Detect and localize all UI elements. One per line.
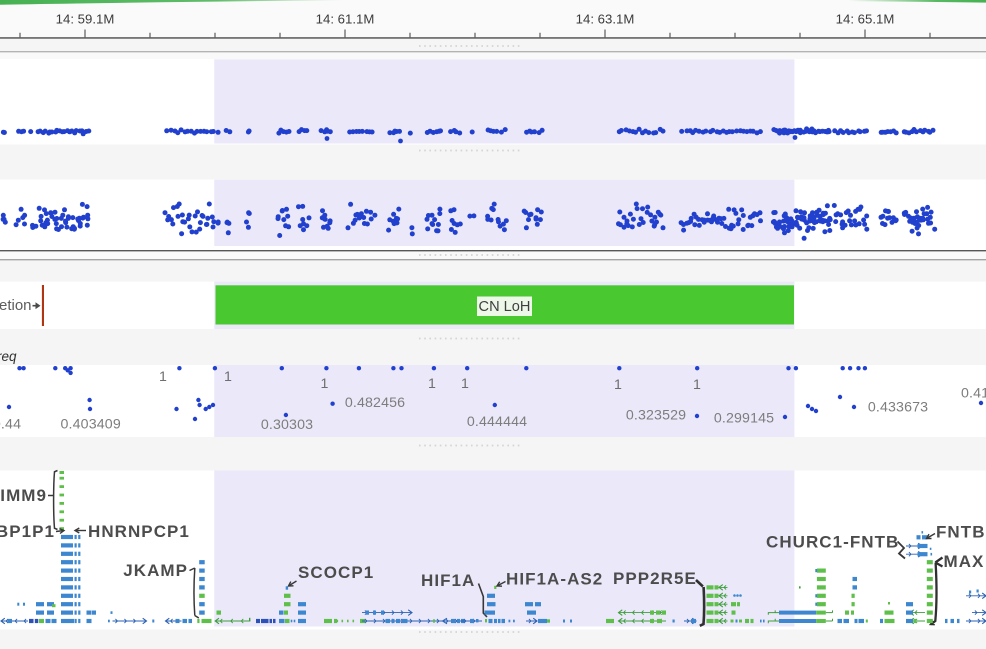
svg-text:HIF1A: HIF1A [421, 571, 475, 590]
svg-text:1: 1 [461, 376, 469, 392]
svg-text:14: 63.1M: 14: 63.1M [576, 12, 635, 27]
svg-text:HIF1A-AS2: HIF1A-AS2 [506, 570, 603, 589]
svg-text:BP1P1: BP1P1 [0, 522, 55, 541]
svg-text:0.482456: 0.482456 [345, 395, 405, 411]
svg-text:etion: etion [0, 297, 32, 314]
svg-text:0.403409: 0.403409 [61, 417, 121, 433]
svg-text:14: 65.1M: 14: 65.1M [836, 12, 895, 27]
svg-text:HNRNPCP1: HNRNPCP1 [88, 522, 190, 541]
svg-text:1: 1 [321, 376, 329, 392]
svg-text:0.44: 0.44 [0, 417, 21, 433]
svg-text:1: 1 [159, 369, 167, 385]
svg-text:req: req [0, 349, 17, 364]
svg-text:CHURC1-FNTB: CHURC1-FNTB [766, 533, 899, 552]
svg-text:SCOCP1: SCOCP1 [298, 563, 374, 582]
svg-text:1: 1 [428, 376, 436, 392]
svg-text:CN LoH: CN LoH [479, 299, 531, 315]
svg-text:PPP2R5E: PPP2R5E [613, 569, 697, 588]
svg-text:1: 1 [693, 377, 701, 393]
svg-text:0.30303: 0.30303 [261, 417, 313, 433]
svg-text:IMM9: IMM9 [0, 486, 47, 505]
svg-text:1: 1 [614, 377, 622, 393]
svg-text:FNTB: FNTB [936, 523, 986, 542]
svg-text:0.444444: 0.444444 [467, 414, 527, 430]
svg-text:14: 61.1M: 14: 61.1M [316, 12, 375, 27]
svg-text:JKAMP: JKAMP [123, 561, 188, 580]
svg-text:14: 59.1M: 14: 59.1M [56, 12, 115, 27]
svg-text:0.433673: 0.433673 [868, 400, 928, 416]
svg-text:0.323529: 0.323529 [626, 408, 686, 424]
svg-text:1: 1 [224, 369, 232, 385]
svg-text:0.299145: 0.299145 [714, 411, 774, 427]
svg-text:MAX: MAX [944, 552, 985, 571]
svg-text:0.416: 0.416 [961, 386, 986, 402]
